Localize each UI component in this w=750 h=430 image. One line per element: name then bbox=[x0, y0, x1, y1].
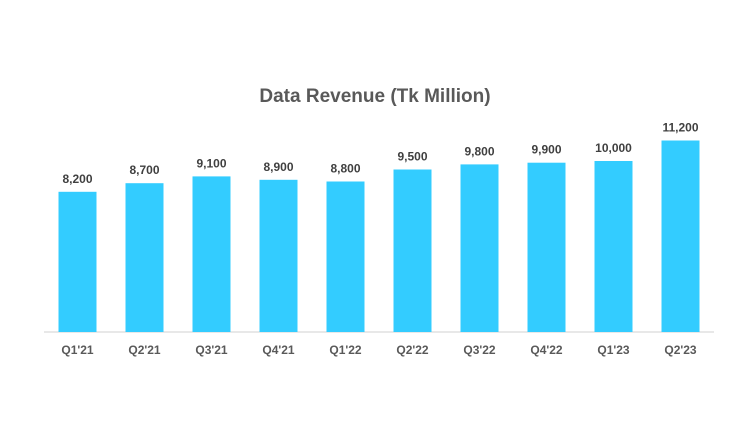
data-label-0: 8,200 bbox=[62, 172, 92, 186]
data-label-4: 8,800 bbox=[330, 162, 360, 176]
bar-3 bbox=[259, 179, 298, 332]
data-label-6: 9,800 bbox=[464, 144, 494, 158]
x-tick-label-2: Q3'21 bbox=[195, 343, 228, 357]
bar-2 bbox=[192, 176, 231, 332]
bar-7 bbox=[527, 162, 566, 332]
x-tick-label-1: Q2'21 bbox=[128, 343, 161, 357]
data-label-2: 9,100 bbox=[196, 156, 226, 170]
bar-8 bbox=[594, 161, 633, 332]
x-tick-label-8: Q1'23 bbox=[597, 343, 630, 357]
data-label-3: 8,900 bbox=[263, 160, 293, 174]
bar-9 bbox=[661, 140, 700, 332]
bar-1 bbox=[125, 183, 164, 332]
x-tick-label-7: Q4'22 bbox=[530, 343, 563, 357]
x-tick-label-5: Q2'22 bbox=[396, 343, 429, 357]
chart-title: Data Revenue (Tk Million) bbox=[259, 86, 491, 107]
bar-6 bbox=[460, 164, 499, 332]
x-tick-label-0: Q1'21 bbox=[61, 343, 94, 357]
data-label-5: 9,500 bbox=[397, 150, 427, 164]
data-label-7: 9,900 bbox=[531, 143, 561, 157]
data-label-9: 11,200 bbox=[662, 121, 698, 135]
x-tick-label-3: Q4'21 bbox=[262, 343, 295, 357]
data-label-8: 10,000 bbox=[595, 141, 632, 155]
x-tick-label-6: Q3'22 bbox=[463, 343, 496, 357]
data-label-1: 8,700 bbox=[129, 163, 159, 177]
bar-5 bbox=[393, 169, 432, 332]
bar-4 bbox=[326, 181, 365, 332]
x-tick-label-9: Q2'23 bbox=[664, 343, 697, 357]
x-tick-label-4: Q1'22 bbox=[329, 343, 362, 357]
bar-0 bbox=[58, 191, 97, 332]
